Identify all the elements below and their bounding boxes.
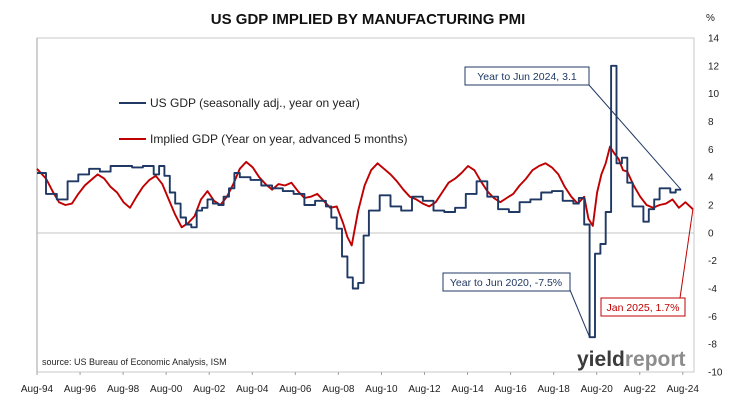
legend-label-implied-gdp: Implied GDP (Year on year, advanced 5 mo… — [150, 132, 407, 146]
brand-logo: yieldreport — [577, 348, 686, 371]
x-tick-label: Aug-24 — [667, 384, 700, 395]
annotation-label-jun-2024: Year to Jun 2024, 3.1 — [477, 71, 577, 83]
source-note: source: US Bureau of Economic Analysis, … — [42, 357, 227, 367]
legend-label-us-gdp: US GDP (seasonally adj., year on year) — [150, 96, 360, 110]
y-tick-label: 8 — [708, 117, 714, 128]
annotation-box-jun-2020-frame — [442, 272, 571, 292]
annotation-box-jan-2025-frame — [600, 297, 686, 317]
annotation-box-jun-2020: Year to Jun 2020, -7.5% — [442, 272, 571, 292]
brand-wordmark: yieldreport — [577, 348, 686, 371]
x-tick-label: Aug-98 — [107, 384, 140, 395]
annotation-box-jan-2025: Jan 2025, 1.7% — [600, 297, 686, 317]
series-layer — [36, 64, 694, 339]
y-tick-label: 10 — [708, 89, 720, 100]
x-tick-label: Aug-18 — [538, 384, 571, 395]
y-tick-label: 4 — [708, 173, 714, 184]
x-tick-label: Aug-06 — [279, 384, 312, 395]
chart-title: US GDP IMPLIED BY MANUFACTURING PMI — [211, 11, 525, 28]
y-tick-label: 0 — [708, 228, 714, 239]
x-tick-label: Aug-94 — [21, 384, 54, 395]
x-tick-label: Aug-02 — [193, 384, 226, 395]
y-axis-ticks: -10 -8 -6 -4 -2 0 2 4 6 8 10 12 14 — [708, 34, 723, 379]
y-tick-label: 14 — [708, 34, 720, 45]
series-line-us-gdp — [37, 64, 682, 339]
x-tick-label: Aug-20 — [581, 384, 614, 395]
x-tick-label: Aug-96 — [64, 384, 97, 395]
annotation-leader-line — [569, 289, 591, 338]
y-tick-label: 2 — [708, 201, 714, 212]
annotation-leader-line — [588, 84, 682, 191]
brand-part-1: yield — [577, 348, 625, 371]
annotation-leader-lines — [569, 84, 694, 338]
y-tick-label: -6 — [708, 312, 717, 323]
x-tick-label: Aug-12 — [408, 384, 441, 395]
annotation-label-jan-2025: Jan 2025, 1.7% — [607, 302, 680, 314]
y-tick-label: -8 — [708, 340, 717, 351]
y-tick-label: 6 — [708, 145, 714, 156]
y-tick-label: -10 — [708, 368, 723, 379]
brand-part-2: report — [625, 348, 686, 371]
annotation-leader-line — [679, 209, 694, 299]
x-tick-label: Aug-22 — [624, 384, 657, 395]
y-axis-unit-label: % — [706, 13, 715, 24]
x-tick-label: Aug-10 — [365, 384, 398, 395]
annotation-label-jun-2020: Year to Jun 2020, -7.5% — [450, 277, 562, 289]
x-tick-label: Aug-04 — [236, 384, 269, 395]
legend: US GDP (seasonally adj., year on year) I… — [119, 96, 407, 146]
y-tick-label: -2 — [708, 256, 717, 267]
x-tick-label: Aug-08 — [322, 384, 355, 395]
annotation-box-jun-2024: Year to Jun 2024, 3.1 — [464, 66, 590, 86]
x-axis-ticks: Aug-94 Aug-96 Aug-98 Aug-00 Aug-02 Aug-04 Aug-… — [21, 372, 699, 395]
annotation-box-jun-2024-frame — [464, 66, 590, 86]
x-tick-label: Aug-16 — [494, 384, 527, 395]
y-tick-label: 12 — [708, 61, 720, 72]
x-tick-label: Aug-00 — [150, 384, 183, 395]
series-line-implied-gdp — [36, 145, 694, 247]
x-tick-label: Aug-14 — [451, 384, 484, 395]
y-tick-label: -4 — [708, 284, 717, 295]
